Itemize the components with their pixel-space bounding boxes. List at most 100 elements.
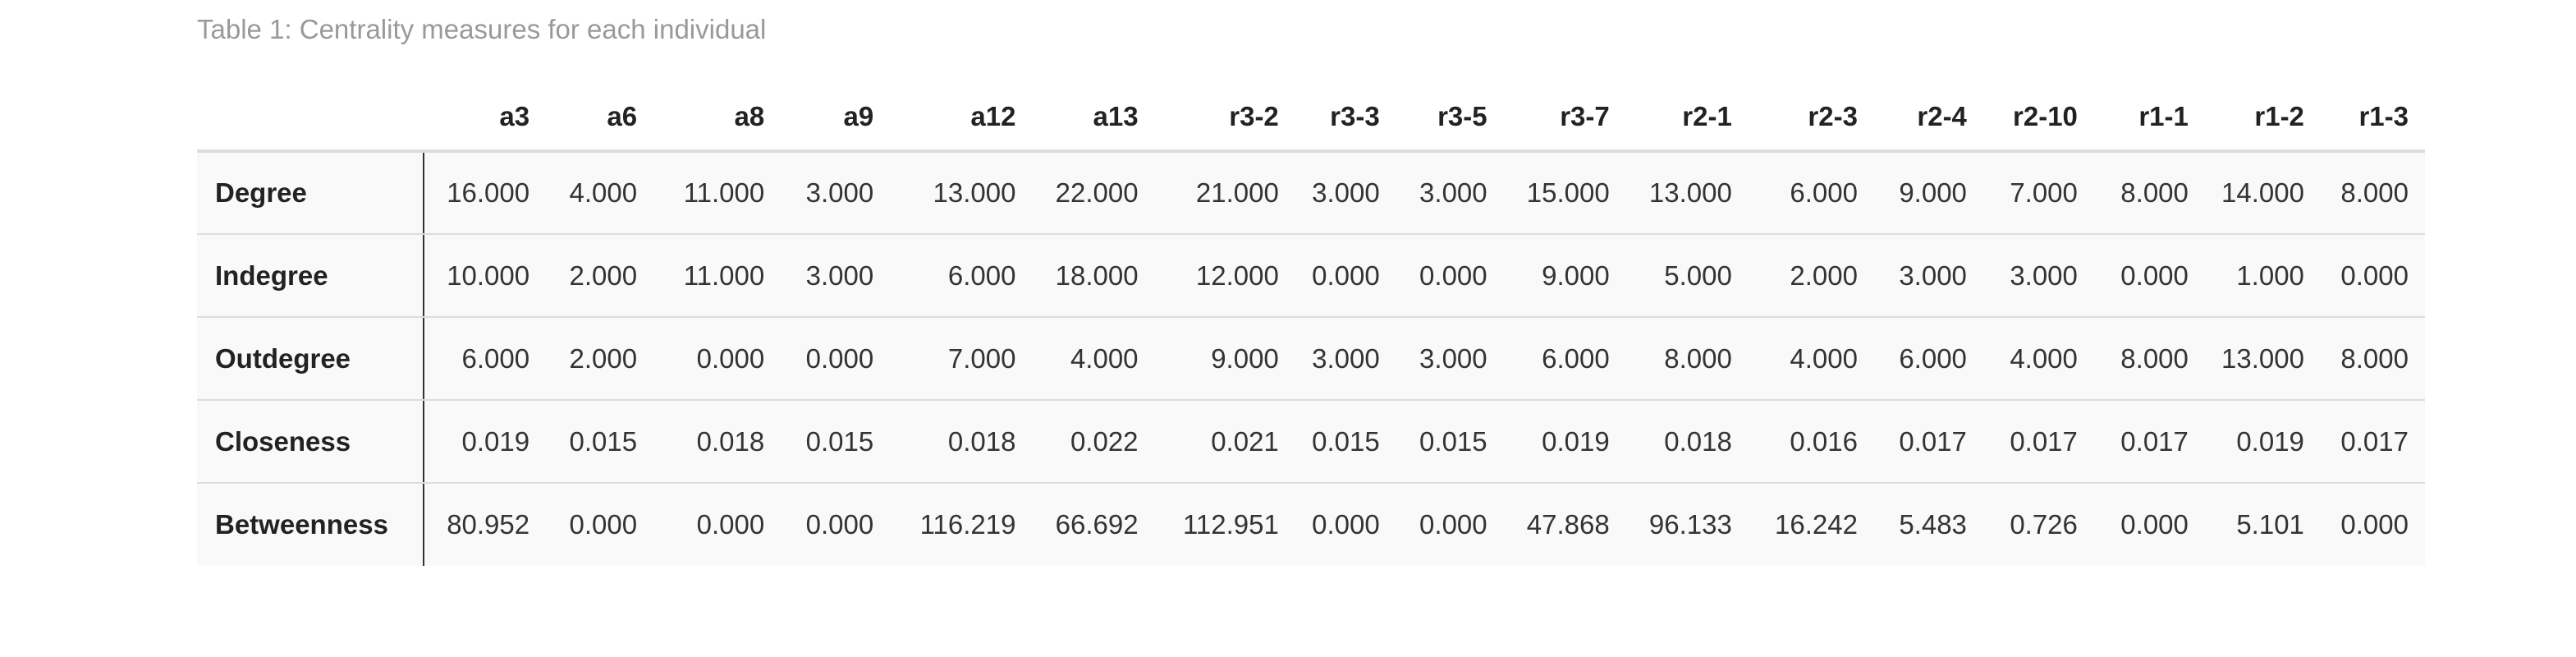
- table-cell: 11.000: [653, 151, 782, 235]
- table-cell: 0.017: [1982, 400, 2094, 484]
- table-cell: 15.000: [1503, 151, 1626, 235]
- table-row: Outdegree 6.000 2.000 0.000 0.000 7.000 4.000 9…: [197, 317, 2425, 401]
- table-cell: 0.018: [1625, 400, 1749, 484]
- table-cell: 66.692: [1055, 509, 1139, 540]
- table-cell: 0.000: [1419, 509, 1487, 540]
- table-caption: Table 1: Centrality measures for each in…: [197, 14, 767, 44]
- row-label: Betweenness: [197, 483, 425, 566]
- table-cell: 96.133: [1648, 509, 1732, 540]
- column-header: r2-10: [1982, 84, 2094, 153]
- table-cell: 0.000: [781, 317, 891, 401]
- column-header: r3-5: [1396, 84, 1504, 153]
- column-header: r1-2: [2204, 84, 2321, 153]
- table-cell: 7.000: [890, 317, 1033, 401]
- table-cell: 0.000: [696, 509, 765, 540]
- table-cell: 0.000: [569, 509, 638, 540]
- column-header: a8: [653, 84, 782, 153]
- table-cell: 13.000: [2204, 317, 2321, 401]
- table-cell: 0.726: [2010, 509, 2078, 540]
- table-cell: 0.015: [1295, 400, 1396, 484]
- table-cell: 9.000: [1154, 317, 1295, 401]
- table-cell: 2.000: [546, 234, 654, 318]
- row-label: Indegree: [197, 234, 425, 318]
- table-cell: 47.868: [1526, 509, 1610, 540]
- row-label: Closeness: [197, 400, 425, 484]
- table-cell: 8.000: [1625, 317, 1749, 401]
- table-cell: 4.000: [1748, 317, 1874, 401]
- table-cell: 3.000: [1873, 234, 1983, 318]
- table-cell: 3.000: [1396, 151, 1504, 235]
- table-cell: 8.000: [2093, 317, 2205, 401]
- column-header: a9: [781, 84, 891, 153]
- table-cell: 16.000: [424, 151, 547, 235]
- table-corner-cell: [197, 84, 424, 153]
- table-cell: 80.952: [447, 509, 530, 540]
- table-cell: 0.000: [805, 509, 874, 540]
- table-cell: 0.000: [2093, 234, 2205, 318]
- table-cell: 116.219: [919, 509, 1016, 540]
- table-cell: 5.101: [2236, 509, 2304, 540]
- column-header: r2-1: [1625, 84, 1749, 153]
- table-cell: 0.016: [1748, 400, 1874, 484]
- table-cell: 0.018: [890, 400, 1033, 484]
- table-cell: 2.000: [546, 317, 654, 401]
- table-cell: 4.000: [1032, 317, 1155, 401]
- column-header: a13: [1032, 84, 1155, 153]
- column-header: r1-3: [2320, 84, 2425, 153]
- table-cell: 0.000: [1396, 234, 1504, 318]
- table-cell: 0.019: [424, 400, 547, 484]
- table-cell: 9.000: [1503, 234, 1626, 318]
- table-body: Degree 16.000 4.000 11.000 3.000 13.000 22.000…: [197, 151, 2425, 566]
- table-cell: 3.000: [1295, 317, 1396, 401]
- row-label: Degree: [197, 151, 425, 235]
- table-cell: 9.000: [1873, 151, 1983, 235]
- table-cell: 2.000: [1748, 234, 1874, 318]
- table-cell: 0.000: [1312, 509, 1380, 540]
- row-label: Outdegree: [197, 317, 425, 401]
- centrality-table: a3 a6 a8 a9 a12 a13 r3-2 r3-3 r3-5 r3-7 r2-1 r2-3 r2…: [197, 84, 2425, 566]
- table-cell: 8.000: [2320, 151, 2425, 235]
- table-cell: 7.000: [1982, 151, 2094, 235]
- table-cell: 11.000: [653, 234, 782, 318]
- table-cell: 13.000: [1625, 151, 1749, 235]
- table-cell: 6.000: [424, 317, 547, 401]
- table-cell: 0.019: [1503, 400, 1626, 484]
- table-cell: 13.000: [890, 151, 1033, 235]
- column-header: a12: [890, 84, 1033, 153]
- table-cell: 0.021: [1154, 400, 1295, 484]
- table-header-row: a3 a6 a8 a9 a12 a13 r3-2 r3-3 r3-5 r3-7 r2-1 r2-3 r2…: [197, 84, 2425, 153]
- table-cell: 3.000: [1396, 317, 1504, 401]
- table-cell: 3.000: [781, 151, 891, 235]
- table-cell: 0.000: [2120, 509, 2189, 540]
- table-cell: 3.000: [781, 234, 891, 318]
- column-header: r3-2: [1154, 84, 1295, 153]
- table-cell: 0.015: [546, 400, 654, 484]
- table-cell: 0.015: [781, 400, 891, 484]
- table-cell: 0.000: [2340, 509, 2409, 540]
- table-cell: 8.000: [2093, 151, 2205, 235]
- table-cell: 4.000: [1982, 317, 2094, 401]
- column-header: r3-7: [1503, 84, 1626, 153]
- table-cell: 6.000: [1748, 151, 1874, 235]
- table-cell: 1.000: [2204, 234, 2321, 318]
- table-cell: 112.951: [1182, 509, 1279, 540]
- table-cell: 0.000: [2320, 234, 2425, 318]
- table-cell: 10.000: [424, 234, 547, 318]
- table-cell: 0.017: [1873, 400, 1983, 484]
- table-row: Betweenness 80.952 0.000 0.000 0.000 116.219 6…: [197, 483, 2425, 566]
- table-cell: 16.242: [1775, 509, 1858, 540]
- column-header: r2-4: [1873, 84, 1983, 153]
- column-header: a3: [424, 84, 547, 153]
- table-cell: 5.483: [1899, 509, 1967, 540]
- table-cell: 8.000: [2320, 317, 2425, 401]
- table-cell: 6.000: [890, 234, 1033, 318]
- column-header: r1-1: [2093, 84, 2205, 153]
- table-row: Indegree 10.000 2.000 11.000 3.000 6.000 18.00…: [197, 234, 2425, 318]
- table-cell: 3.000: [1295, 151, 1396, 235]
- column-header: r2-3: [1748, 84, 1874, 153]
- table-cell: 18.000: [1032, 234, 1155, 318]
- table-row: Degree 16.000 4.000 11.000 3.000 13.000 22.000…: [197, 151, 2425, 235]
- table-cell: 0.018: [653, 400, 782, 484]
- table-row: Closeness 0.019 0.015 0.018 0.015 0.018 0.022 0…: [197, 400, 2425, 484]
- table-cell: 12.000: [1154, 234, 1295, 318]
